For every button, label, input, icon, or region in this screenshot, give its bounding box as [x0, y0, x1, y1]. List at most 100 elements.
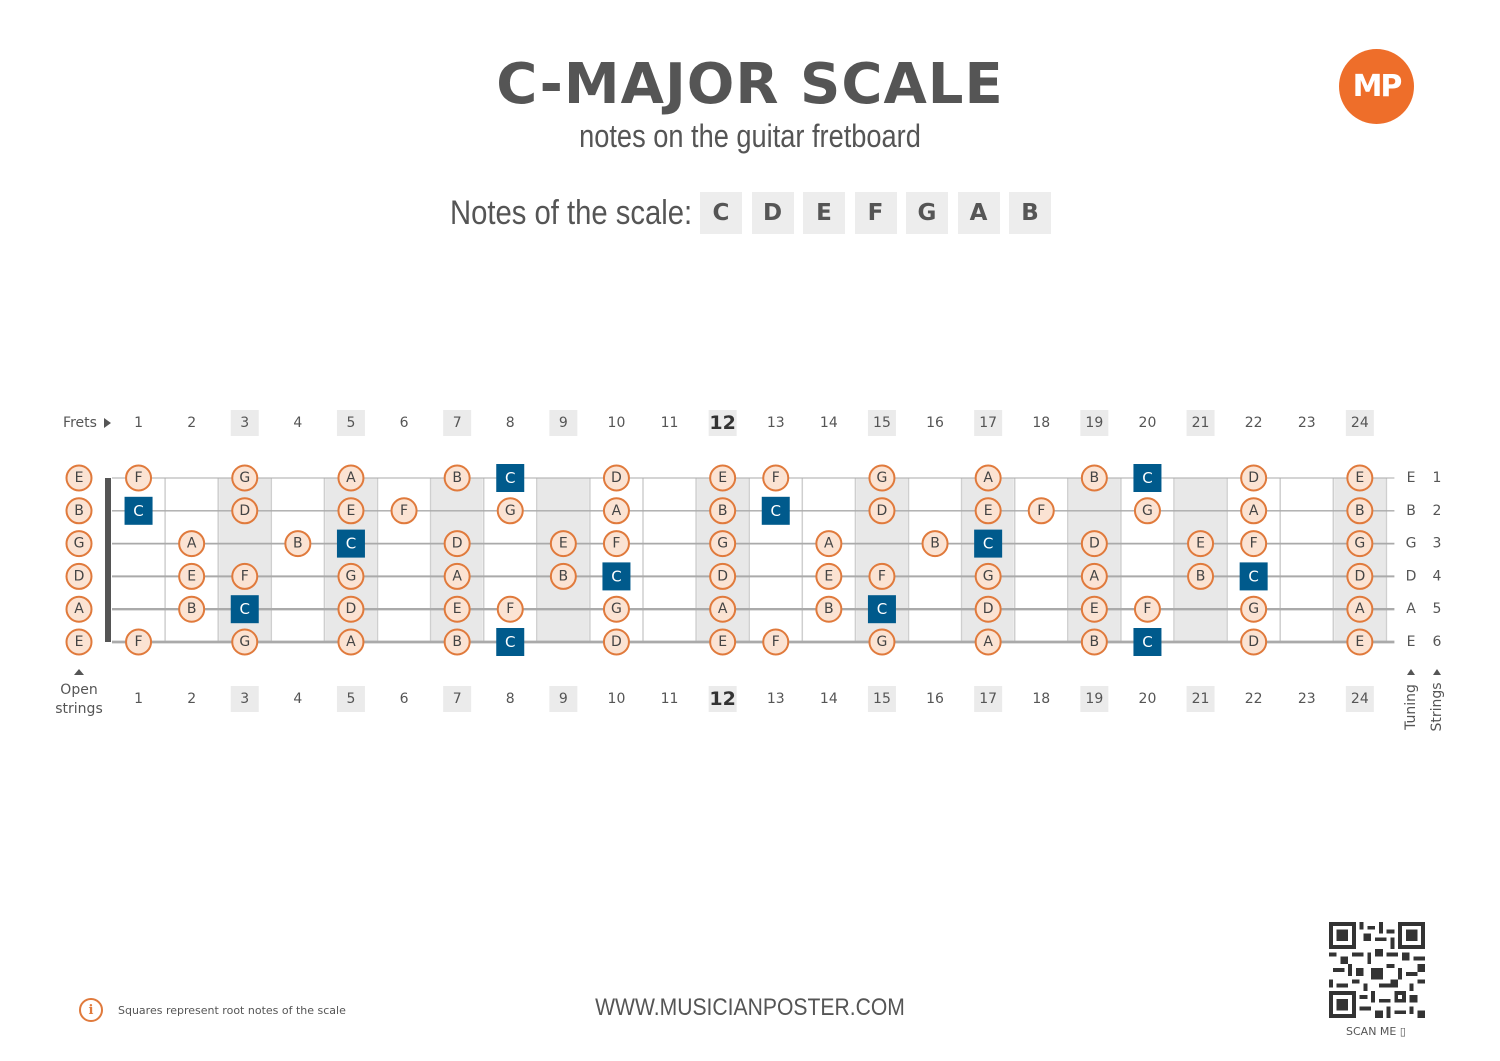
root-note-label: C — [1142, 469, 1152, 487]
string-tuning: G — [1406, 536, 1417, 552]
root-note-marker — [867, 595, 896, 624]
open-strings-label: Open — [60, 682, 97, 698]
root-note-marker — [124, 496, 153, 525]
fret-number-top: 7 — [453, 415, 462, 431]
fret-number-bottom: 18 — [1032, 691, 1050, 707]
string-tuning: E — [1407, 634, 1416, 650]
fret-number-bottom: 15 — [873, 691, 891, 707]
note-marker — [65, 562, 93, 590]
note-label: B — [452, 470, 462, 486]
brand-logo[interactable]: MP — [1339, 49, 1414, 124]
root-note-label: C — [611, 567, 621, 585]
note-label: E — [1355, 634, 1364, 650]
note-marker — [231, 464, 259, 492]
note-marker — [231, 562, 259, 590]
note-label: G — [1142, 503, 1153, 519]
tuning-label: Tuning — [1403, 684, 1419, 731]
note-marker — [1187, 562, 1215, 590]
fret-number-box — [867, 686, 896, 712]
string-tuning: E — [1407, 470, 1416, 486]
note-marker — [443, 530, 471, 558]
fret-number-top: 22 — [1245, 415, 1263, 431]
fret-number-top: 14 — [820, 415, 838, 431]
note-marker — [549, 562, 577, 590]
website-link[interactable]: WWW.MUSICIANPOSTER.COM — [595, 994, 905, 1021]
note-marker — [1187, 530, 1215, 558]
string-number: 4 — [1433, 568, 1442, 584]
note-marker — [868, 562, 896, 590]
note-marker — [602, 628, 630, 656]
note-marker — [602, 595, 630, 623]
fret-number-top: 10 — [608, 415, 626, 431]
note-marker — [337, 464, 365, 492]
fret-number-box — [1345, 410, 1374, 436]
note-label: G — [877, 470, 888, 486]
note-marker — [337, 595, 365, 623]
fret-number-top: 3 — [240, 415, 249, 431]
note-label: G — [983, 568, 994, 584]
note-marker — [602, 464, 630, 492]
note-label: A — [1355, 601, 1365, 617]
note-marker — [178, 595, 206, 623]
note-label: A — [1090, 568, 1100, 584]
note-marker — [443, 464, 471, 492]
note-marker — [178, 530, 206, 558]
root-note-label: C — [1142, 633, 1152, 651]
note-label: F — [772, 634, 780, 650]
note-label: E — [75, 470, 84, 486]
note-marker — [815, 530, 843, 558]
note-label: A — [612, 503, 622, 519]
fret-number-box — [708, 686, 737, 712]
note-label: A — [452, 568, 462, 584]
note-label: F — [772, 470, 780, 486]
fret-number-bottom: 20 — [1139, 691, 1157, 707]
root-note-marker — [230, 595, 259, 624]
string-number: 6 — [1433, 634, 1442, 650]
note-label: F — [878, 568, 886, 584]
note-label: G — [74, 536, 85, 552]
qr-code-icon[interactable] — [1329, 922, 1425, 1018]
fret-number-box — [443, 410, 472, 436]
note-marker — [231, 628, 259, 656]
note-label: E — [718, 634, 727, 650]
note-marker — [496, 497, 524, 525]
note-label: F — [612, 536, 620, 552]
note-label: E — [347, 503, 356, 519]
note-marker — [602, 530, 630, 558]
fret-number-top: 8 — [506, 415, 515, 431]
fret-number-bottom: 13 — [767, 691, 785, 707]
note-label: A — [1249, 503, 1259, 519]
fret-number-bottom: 23 — [1298, 691, 1316, 707]
fret-number-bottom: 10 — [608, 691, 626, 707]
note-label: D — [452, 536, 463, 552]
fret-number-box — [1080, 410, 1109, 436]
fret-number-top: 4 — [293, 415, 302, 431]
note-marker — [1346, 562, 1374, 590]
string-number: 5 — [1433, 601, 1442, 617]
root-note-label: C — [983, 535, 993, 553]
note-label: D — [717, 568, 728, 584]
note-marker — [762, 464, 790, 492]
fret-number-top: 1 — [134, 415, 143, 431]
fret-number-box — [974, 410, 1003, 436]
root-note-marker — [974, 529, 1003, 558]
note-label: F — [135, 470, 143, 486]
root-note-marker — [761, 496, 790, 525]
note-label: G — [1248, 601, 1259, 617]
fret-number-box — [1080, 686, 1109, 712]
logo-text: MP — [1352, 69, 1403, 104]
note-label: A — [187, 536, 197, 552]
fret-number-top: 15 — [873, 415, 891, 431]
note-marker — [1080, 562, 1108, 590]
note-marker — [974, 628, 1002, 656]
note-marker — [868, 628, 896, 656]
note-marker — [974, 595, 1002, 623]
arrow-up-icon — [1407, 669, 1415, 675]
note-label: G — [717, 536, 728, 552]
note-label: D — [1248, 470, 1259, 486]
fret-number-box — [549, 410, 578, 436]
note-marker — [549, 530, 577, 558]
fret-number-bottom: 12 — [709, 688, 735, 710]
fret-number-box — [1186, 410, 1215, 436]
note-marker — [1240, 595, 1268, 623]
